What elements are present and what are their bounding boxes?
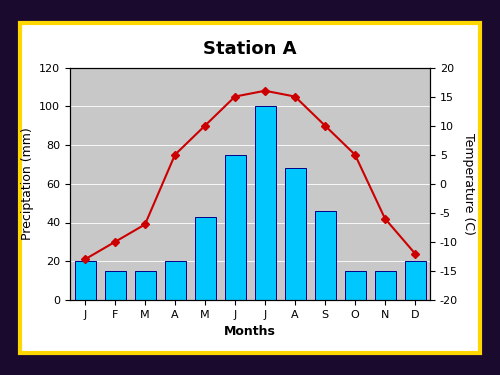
Bar [374,271,396,300]
Bar [314,211,336,300]
Y-axis label: Preciptation (mm): Preciptation (mm) [20,128,34,240]
Bar [344,271,366,300]
Bar [404,261,425,300]
Bar [164,261,186,300]
Title: Station A: Station A [203,40,297,58]
Bar [224,154,246,300]
Bar [74,261,96,300]
Bar [284,168,306,300]
Bar [254,106,276,300]
Y-axis label: Temperature (C): Temperature (C) [462,133,474,235]
Bar [134,271,156,300]
Bar [194,217,216,300]
X-axis label: Months: Months [224,325,276,338]
Bar [104,271,126,300]
